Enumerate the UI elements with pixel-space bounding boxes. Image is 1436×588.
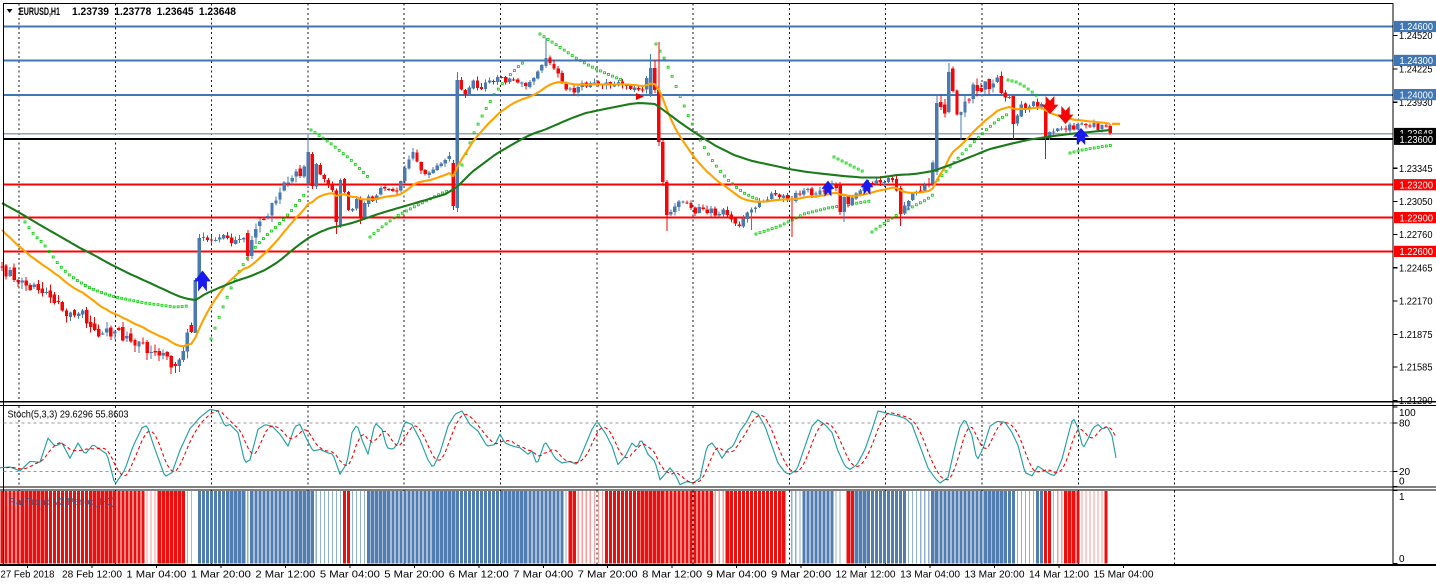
svg-text:1.24600: 1.24600 xyxy=(1400,22,1434,33)
svg-text:1.22600: 1.22600 xyxy=(1400,247,1434,258)
svg-text:Stoch(5,3,3) 29.6296 55.8603: Stoch(5,3,3) 29.6296 55.8603 xyxy=(8,409,129,421)
svg-text:27 Feb 2018: 27 Feb 2018 xyxy=(1,569,55,581)
svg-text:13 Mar 04:00: 13 Mar 04:00 xyxy=(900,569,960,581)
svg-text:1.22900: 1.22900 xyxy=(1400,213,1434,224)
svg-text:5 Mar 04:00: 5 Mar 04:00 xyxy=(320,569,380,581)
svg-text:1.24225: 1.24225 xyxy=(1399,65,1433,76)
svg-text:6 Mar 12:00: 6 Mar 12:00 xyxy=(449,569,509,581)
svg-text:1.23645: 1.23645 xyxy=(157,6,194,18)
svg-text:0: 0 xyxy=(1399,477,1405,488)
svg-text:9 Mar 20:00: 9 Mar 20:00 xyxy=(771,569,831,581)
svg-text:1.23778: 1.23778 xyxy=(114,6,151,18)
svg-text:1.23200: 1.23200 xyxy=(1400,180,1434,191)
svg-text:1.23050: 1.23050 xyxy=(1399,197,1433,208)
svg-text:1.24300: 1.24300 xyxy=(1400,56,1434,67)
svg-text:1.21290: 1.21290 xyxy=(1399,396,1433,407)
svg-text:1.23648: 1.23648 xyxy=(199,6,236,18)
svg-text:1 Mar 20:00: 1 Mar 20:00 xyxy=(191,569,251,581)
svg-text:20: 20 xyxy=(1399,467,1411,478)
svg-text:5 Mar 20:00: 5 Mar 20:00 xyxy=(384,569,444,581)
svg-text:8 Mar 12:00: 8 Mar 12:00 xyxy=(642,569,702,581)
svg-text:28 Feb 12:00: 28 Feb 12:00 xyxy=(62,569,122,581)
svg-text:1: 1 xyxy=(1399,492,1405,503)
svg-text:1 Mar 04:00: 1 Mar 04:00 xyxy=(126,569,186,581)
svg-text:7 Mar 20:00: 7 Mar 20:00 xyxy=(578,569,638,581)
svg-text:12 Mar 12:00: 12 Mar 12:00 xyxy=(836,569,896,581)
svg-text:1.24520: 1.24520 xyxy=(1399,31,1433,42)
svg-text:14 Mar 12:00: 14 Mar 12:00 xyxy=(1029,569,1089,581)
svg-text:1.23345: 1.23345 xyxy=(1399,164,1433,175)
svg-text:1.23930: 1.23930 xyxy=(1399,98,1433,109)
svg-text:Flat Trend V3(Period_H1): Flat Trend V3(Period_H1) xyxy=(8,496,115,508)
svg-text:1.22170: 1.22170 xyxy=(1399,297,1433,308)
svg-text:1.21875: 1.21875 xyxy=(1399,330,1433,341)
svg-text:2 Mar 12:00: 2 Mar 12:00 xyxy=(255,569,315,581)
svg-text:7 Mar 04:00: 7 Mar 04:00 xyxy=(513,569,573,581)
svg-text:EURUSD,H1: EURUSD,H1 xyxy=(19,6,60,18)
svg-text:13 Mar 20:00: 13 Mar 20:00 xyxy=(965,569,1025,581)
svg-text:0: 0 xyxy=(1399,554,1405,565)
svg-text:1.21585: 1.21585 xyxy=(1399,363,1433,374)
svg-text:9 Mar 04:00: 9 Mar 04:00 xyxy=(707,569,767,581)
svg-text:1.23600: 1.23600 xyxy=(1400,135,1434,146)
svg-text:15 Mar 04:00: 15 Mar 04:00 xyxy=(1094,569,1154,581)
svg-text:1.23739: 1.23739 xyxy=(72,6,109,18)
svg-text:1.24000: 1.24000 xyxy=(1400,90,1434,101)
svg-text:1.22760: 1.22760 xyxy=(1399,230,1433,241)
svg-text:80: 80 xyxy=(1399,419,1411,430)
svg-text:100: 100 xyxy=(1399,408,1416,419)
svg-text:1.22465: 1.22465 xyxy=(1399,263,1433,274)
